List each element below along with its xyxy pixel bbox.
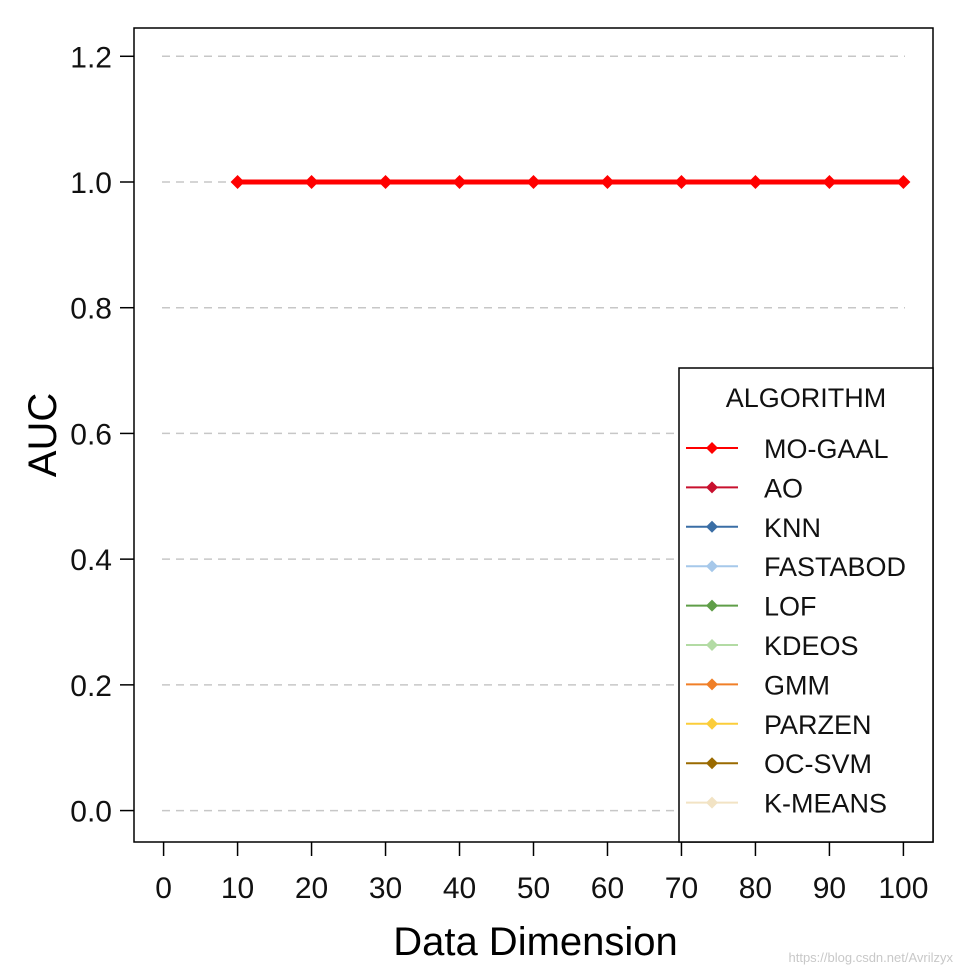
legend-marker-OC-SVM xyxy=(706,757,718,770)
legend-marker-K-MEANS xyxy=(706,796,718,809)
y-axis-title: AUC xyxy=(21,393,65,477)
legend-label-LOF: LOF xyxy=(764,592,817,622)
legend-label-AO: AO xyxy=(764,473,803,503)
x-axis: 0 10 20 30 40 50 60 70 80 90 100 xyxy=(155,842,928,905)
legend-marker-MO-GAAL xyxy=(706,442,718,454)
legend-title: ALGORITHM xyxy=(726,383,887,413)
legend-label-OC-SVM: OC-SVM xyxy=(764,749,872,779)
series-point-MO-GAAL-20 xyxy=(304,175,319,189)
legend-label-K-MEANS: K-MEANS xyxy=(764,789,887,819)
legend-label-KDEOS: KDEOS xyxy=(764,631,859,661)
legend-marker-AO xyxy=(706,481,718,494)
y-tick-label-0.8: 0.8 xyxy=(70,293,112,326)
x-tick-label-10: 10 xyxy=(221,872,254,905)
x-tick-label-90: 90 xyxy=(813,872,846,905)
series-point-MO-GAAL-100 xyxy=(896,175,911,189)
y-tick-label-0.0: 0.0 xyxy=(70,796,112,829)
x-tick-label-80: 80 xyxy=(739,872,772,905)
x-tick-label-40: 40 xyxy=(443,872,476,905)
series-point-MO-GAAL-60 xyxy=(600,175,615,189)
x-axis-title: Data Dimension xyxy=(393,920,678,964)
y-tick-label-1.0: 1.0 xyxy=(70,167,112,200)
legend-label-KNN: KNN xyxy=(764,513,821,543)
y-tick-label-1.2: 1.2 xyxy=(70,41,112,74)
legend-label-GMM: GMM xyxy=(764,670,830,700)
legend-label-PARZEN: PARZEN xyxy=(764,710,872,740)
y-tick-label-0.2: 0.2 xyxy=(70,670,112,703)
x-tick-label-60: 60 xyxy=(591,872,624,905)
legend-label-FASTABOD: FASTABOD xyxy=(764,552,906,582)
series-point-MO-GAAL-90 xyxy=(822,175,837,189)
legend-marker-KNN xyxy=(706,520,718,533)
y-tick-label-0.4: 0.4 xyxy=(70,544,112,577)
series-point-MO-GAAL-70 xyxy=(674,175,689,189)
legend-marker-KDEOS xyxy=(706,639,718,651)
x-tick-label-20: 20 xyxy=(295,872,328,905)
series-point-MO-GAAL-40 xyxy=(452,175,467,189)
x-tick-label-0: 0 xyxy=(155,872,172,905)
legend-marker-PARZEN xyxy=(706,717,718,730)
y-tick-label-0.6: 0.6 xyxy=(70,418,112,451)
legend-marker-LOF xyxy=(706,599,718,612)
series-point-MO-GAAL-30 xyxy=(378,175,393,189)
series-point-MO-GAAL-80 xyxy=(748,175,763,189)
watermark: https://blog.csdn.net/Avrilzyx xyxy=(788,950,953,965)
x-tick-label-50: 50 xyxy=(517,872,550,905)
legend-label-MO-GAAL: MO-GAAL xyxy=(764,434,889,464)
series-point-MO-GAAL-10 xyxy=(230,175,245,189)
x-tick-label-30: 30 xyxy=(369,872,402,905)
x-tick-label-70: 70 xyxy=(665,872,698,905)
series-layer xyxy=(230,175,911,189)
x-tick-label-100: 100 xyxy=(878,872,928,905)
y-axis: 0.0 0.2 0.4 0.6 0.8 1.0 1.2 xyxy=(70,41,134,829)
legend-marker-GMM xyxy=(706,678,718,691)
series-point-MO-GAAL-50 xyxy=(526,175,541,189)
legend-marker-FASTABOD xyxy=(706,560,718,573)
legend: ALGORITHM MO-GAAL AO KNN FASTABOD LOF KDEOS GM… xyxy=(678,367,934,843)
